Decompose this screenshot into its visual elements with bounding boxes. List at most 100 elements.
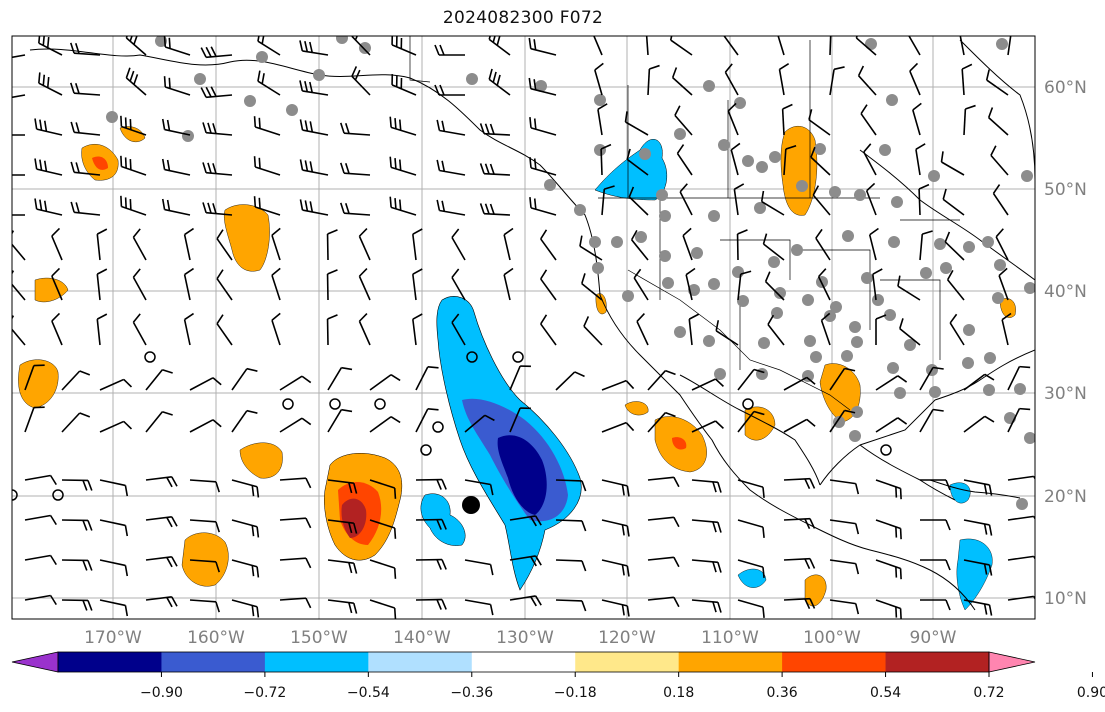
wind-barb bbox=[51, 227, 63, 261]
station-marker bbox=[1014, 383, 1026, 395]
station-marker bbox=[851, 336, 863, 348]
wind-barb bbox=[369, 374, 401, 391]
station-marker bbox=[994, 259, 1006, 271]
station-marker bbox=[1024, 282, 1035, 294]
station-marker bbox=[904, 339, 916, 351]
wind-barb bbox=[783, 517, 816, 530]
longitude-label: 160°W bbox=[187, 628, 245, 648]
wind-barb bbox=[601, 599, 630, 617]
wind-barb bbox=[326, 314, 338, 346]
station-marker bbox=[734, 97, 746, 109]
station-marker bbox=[771, 307, 783, 319]
wind-barb bbox=[12, 270, 26, 301]
wind-barb bbox=[875, 375, 908, 391]
station-marker bbox=[674, 128, 686, 140]
wind-barb bbox=[579, 235, 603, 261]
colorbar-segment bbox=[782, 652, 887, 672]
wind-barb bbox=[257, 36, 281, 56]
station-marker bbox=[849, 321, 861, 333]
wind-barb bbox=[528, 77, 557, 96]
wind-barb bbox=[189, 377, 222, 391]
calm-wind-circle bbox=[329, 398, 341, 410]
wind-barb bbox=[875, 479, 902, 500]
wind-barb bbox=[647, 369, 676, 391]
wind-barb bbox=[920, 599, 951, 611]
wind-barb bbox=[436, 119, 466, 136]
station-markers bbox=[106, 36, 1035, 510]
wind-barb bbox=[875, 417, 908, 433]
wind-barb bbox=[145, 596, 178, 608]
wind-barb bbox=[963, 415, 995, 433]
station-marker bbox=[244, 95, 256, 107]
wind-barb bbox=[436, 199, 466, 216]
wind-barb bbox=[12, 214, 25, 216]
wind-barb bbox=[601, 519, 630, 537]
wind-barb bbox=[163, 76, 191, 96]
colorbar-max-extension bbox=[988, 651, 1036, 673]
wind-barb bbox=[509, 595, 542, 607]
station-marker bbox=[849, 430, 861, 442]
wind-barb bbox=[647, 556, 680, 568]
wind-barb bbox=[963, 373, 995, 391]
latitude-label: 20°N bbox=[1044, 487, 1087, 507]
wind-barb bbox=[636, 313, 649, 346]
wind-barb bbox=[915, 143, 926, 176]
wind-barb bbox=[669, 36, 693, 56]
wind-barb bbox=[70, 161, 101, 176]
positive-anomaly-patch-e-core bbox=[92, 156, 108, 170]
wind-barb bbox=[99, 519, 129, 537]
wind-barbs bbox=[12, 36, 1035, 619]
latitude-label: 10°N bbox=[1044, 589, 1087, 609]
wind-barb bbox=[96, 268, 108, 301]
wind-barb bbox=[920, 519, 951, 531]
station-marker bbox=[703, 335, 715, 347]
wind-barb bbox=[555, 371, 585, 391]
wind-barb bbox=[327, 519, 358, 534]
wind-barb bbox=[601, 421, 635, 433]
colorbar-tick-labels: −0.90 −0.72 −0.54 −0.36 −0.18 0.18 0.36 0.54 0.7… bbox=[140, 685, 1105, 701]
colorbar-segment bbox=[575, 652, 680, 672]
wind-barb bbox=[299, 199, 329, 216]
wind-barb bbox=[909, 62, 921, 96]
wind-barb bbox=[998, 267, 1009, 301]
colorbar-segment bbox=[368, 652, 473, 672]
wind-barb bbox=[691, 519, 722, 533]
latitude-label: 40°N bbox=[1044, 282, 1087, 302]
colorbar-segment bbox=[264, 652, 369, 672]
positive-anomaly-patch-c bbox=[18, 359, 59, 409]
station-marker bbox=[659, 210, 671, 222]
station-marker bbox=[594, 144, 606, 156]
station-marker bbox=[796, 180, 808, 192]
wind-barb bbox=[96, 313, 108, 346]
negative-anomaly-patch bbox=[420, 493, 466, 546]
wind-barb bbox=[351, 66, 371, 96]
station-marker bbox=[888, 236, 900, 248]
wind-barb bbox=[216, 229, 233, 261]
wind-barb bbox=[762, 233, 785, 261]
station-marker bbox=[920, 267, 932, 279]
wind-barb bbox=[829, 519, 860, 535]
wind-barb bbox=[899, 318, 921, 346]
station-marker bbox=[756, 161, 768, 173]
wind-barb bbox=[351, 36, 371, 56]
wind-barb bbox=[369, 519, 397, 539]
station-marker bbox=[861, 272, 873, 284]
wind-barb bbox=[555, 559, 587, 572]
wind-barb bbox=[299, 80, 329, 96]
wind-barb bbox=[145, 516, 178, 528]
wind-barb bbox=[70, 82, 101, 96]
wind-barb bbox=[863, 143, 877, 176]
wind-barb bbox=[391, 36, 417, 56]
wind-barb bbox=[231, 479, 260, 498]
wind-barb bbox=[820, 312, 831, 346]
wind-barb bbox=[919, 408, 944, 433]
wind-barb bbox=[358, 312, 371, 346]
wind-barb bbox=[415, 366, 439, 391]
wind-barb bbox=[958, 36, 965, 56]
map-border bbox=[11, 35, 1036, 620]
wind-barb bbox=[963, 599, 993, 616]
wind-barb bbox=[183, 267, 194, 301]
wind-barb bbox=[647, 516, 680, 528]
wind-barb bbox=[647, 411, 676, 433]
wind-barb bbox=[715, 320, 739, 346]
